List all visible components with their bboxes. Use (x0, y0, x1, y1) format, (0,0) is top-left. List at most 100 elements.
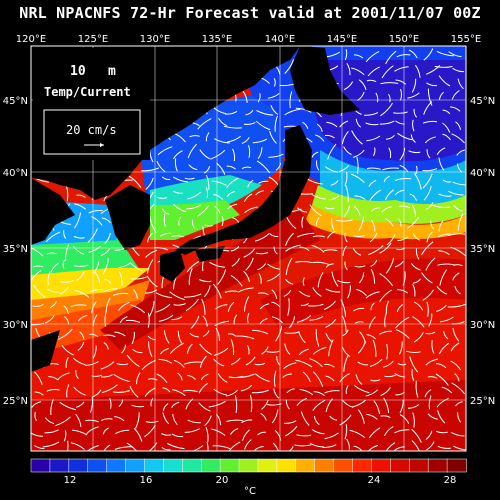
current-vector (255, 190, 264, 196)
current-vector (103, 288, 118, 293)
current-vector (353, 385, 370, 394)
current-vector (423, 186, 432, 201)
current-vector (33, 284, 46, 299)
current-vector (119, 316, 128, 324)
current-vector (76, 271, 85, 282)
current-vector (73, 386, 86, 396)
colorbar-swatch (409, 458, 429, 473)
current-vector (273, 388, 280, 399)
current-vector (328, 339, 334, 357)
current-vector (31, 269, 42, 282)
current-vector (398, 218, 402, 227)
current-vector (438, 75, 451, 87)
colorbar-unit: °C (244, 486, 256, 497)
current-vector (379, 289, 392, 302)
current-vector (308, 303, 324, 307)
current-vector (245, 109, 254, 116)
colorbar (30, 458, 467, 473)
current-vector (147, 232, 153, 243)
colorbar-swatch (87, 458, 108, 473)
current-vector (63, 305, 69, 314)
current-vector (241, 419, 253, 424)
current-vector (439, 91, 444, 101)
current-vector (431, 340, 435, 354)
current-vector (368, 180, 377, 187)
current-vector (313, 415, 320, 426)
current-vector (32, 265, 44, 268)
current-vector (312, 287, 322, 297)
current-vector (244, 206, 258, 214)
current-vector (368, 427, 381, 439)
current-vector (437, 263, 455, 266)
current-vector (261, 346, 269, 355)
colorbar-tick-label: 28 (444, 475, 457, 486)
current-vector (351, 67, 365, 76)
current-vector (70, 304, 87, 307)
current-vector (243, 270, 250, 282)
current-vector (379, 242, 392, 254)
current-vector (74, 212, 81, 229)
current-vector (163, 330, 170, 344)
current-vector (104, 278, 112, 284)
current-vector (74, 203, 86, 210)
current-vector (398, 205, 411, 209)
current-vector (158, 358, 172, 364)
current-vector (44, 429, 59, 434)
current-vector (358, 409, 365, 424)
current-vector (329, 195, 340, 201)
current-vector (354, 321, 364, 324)
current-vector (62, 259, 65, 269)
current-vector (341, 130, 349, 144)
current-vector (355, 374, 363, 385)
current-vector (132, 289, 138, 299)
current-vector (248, 145, 251, 158)
current-vector (426, 82, 438, 87)
current-vector (86, 426, 99, 434)
current-vector (44, 315, 55, 324)
current-vector (160, 232, 172, 237)
current-vector (448, 233, 466, 237)
current-vector (296, 207, 308, 213)
current-vector (367, 444, 379, 451)
current-vector (366, 334, 376, 340)
current-vector (324, 363, 335, 368)
current-vector (215, 327, 221, 342)
current-vector (141, 359, 156, 371)
current-vector (407, 404, 420, 409)
current-vector (258, 180, 269, 184)
colorbar-tick-label: 16 (140, 475, 153, 486)
current-vector (274, 115, 278, 132)
current-vector (171, 316, 183, 321)
current-vector (385, 134, 395, 140)
current-vector (423, 101, 433, 115)
current-vector (271, 316, 283, 324)
current-vector (298, 330, 306, 344)
current-vector (288, 316, 296, 329)
current-vector (310, 442, 324, 448)
current-vector (46, 288, 60, 293)
current-vector (300, 411, 310, 426)
current-vector (92, 345, 97, 359)
colorbar-swatch (314, 458, 335, 473)
current-vector (65, 185, 69, 202)
current-vector (353, 149, 365, 158)
current-vector (275, 325, 283, 342)
current-vector (384, 218, 394, 227)
current-vector (255, 120, 271, 131)
current-vector (425, 331, 436, 335)
current-vector (211, 428, 226, 436)
current-vector (370, 259, 378, 267)
current-vector (434, 65, 453, 68)
current-vector (237, 373, 255, 378)
latitude-label-left: 35°N (3, 244, 28, 255)
current-vector (232, 148, 236, 162)
current-vector (201, 298, 206, 315)
current-vector (428, 395, 432, 410)
latitude-label-left: 45°N (3, 96, 28, 107)
current-vector (197, 118, 212, 130)
current-vector (366, 79, 377, 83)
current-vector (254, 446, 264, 451)
current-vector (423, 48, 434, 61)
current-vector (353, 54, 364, 59)
current-vector (309, 316, 324, 321)
